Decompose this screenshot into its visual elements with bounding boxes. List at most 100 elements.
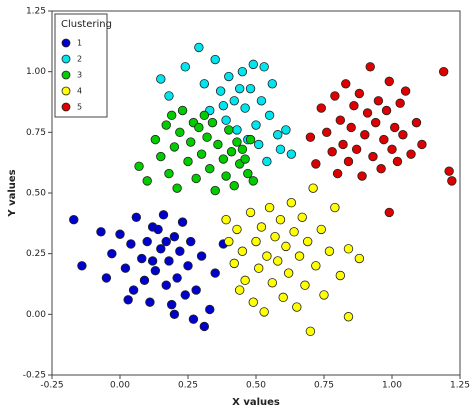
point [156, 74, 166, 84]
point [392, 156, 403, 167]
point [202, 132, 212, 142]
point [107, 248, 117, 259]
x-tick-label: 0.25 [178, 381, 198, 391]
point [381, 105, 392, 116]
point [341, 79, 351, 89]
point [373, 96, 384, 106]
point [275, 214, 286, 225]
point [338, 139, 348, 150]
point [199, 110, 210, 121]
point [308, 183, 318, 193]
point [69, 214, 79, 225]
point [444, 166, 454, 176]
point [186, 137, 196, 147]
point [332, 168, 343, 179]
point [158, 210, 169, 220]
point [229, 258, 239, 269]
legend-label: 1 [77, 39, 82, 48]
point [254, 139, 264, 150]
x-axis-label: X values [232, 397, 280, 408]
point [343, 312, 354, 322]
point [199, 79, 210, 89]
x-tick-label: 1.00 [382, 381, 402, 391]
point [351, 144, 362, 155]
point [384, 207, 394, 218]
point [365, 62, 375, 72]
point [169, 142, 180, 152]
point [221, 171, 231, 181]
point [243, 168, 253, 179]
point [237, 66, 248, 77]
y-tick-label: 0.50 [26, 189, 46, 199]
legend-marker [61, 102, 71, 112]
y-tick-label: -0.25 [23, 371, 46, 381]
point [224, 71, 234, 82]
point [343, 156, 354, 167]
point [273, 256, 283, 266]
point [330, 91, 340, 101]
point [237, 246, 248, 256]
point [142, 236, 152, 247]
point [191, 173, 201, 184]
legend-marker [61, 38, 71, 48]
point [281, 125, 291, 135]
point [286, 198, 297, 208]
legend-marker [61, 86, 71, 96]
point [354, 88, 365, 99]
point [273, 130, 283, 140]
point [300, 280, 310, 290]
point [199, 321, 210, 332]
point [245, 207, 256, 218]
point [447, 176, 457, 186]
legend-label: 3 [77, 71, 82, 80]
point [349, 100, 359, 111]
point [194, 122, 204, 133]
x-tick-label: 0.00 [110, 381, 130, 391]
point [218, 100, 229, 111]
point [411, 117, 422, 128]
point [248, 59, 258, 70]
point [191, 285, 201, 295]
point [221, 214, 231, 225]
point [177, 105, 188, 116]
point [330, 202, 340, 213]
legend-box [54, 13, 108, 118]
point [161, 120, 171, 130]
point [305, 132, 316, 142]
point [322, 127, 332, 138]
point [270, 231, 280, 242]
legend-label: 2 [77, 55, 82, 64]
point [234, 83, 245, 94]
point [123, 295, 133, 305]
legend-marker [61, 70, 71, 80]
point [180, 62, 190, 72]
point [245, 134, 256, 145]
x-tick-label: 1.25 [450, 381, 470, 391]
legend-label: 5 [77, 103, 82, 112]
point [156, 244, 166, 254]
point [137, 253, 147, 264]
point [324, 246, 335, 256]
point [240, 154, 250, 164]
point [400, 86, 411, 96]
point [398, 130, 408, 140]
point [229, 96, 239, 106]
point [131, 212, 142, 222]
point [120, 263, 131, 273]
point [186, 236, 196, 247]
point [237, 144, 248, 155]
point [256, 96, 267, 106]
point [210, 185, 220, 196]
point [316, 224, 326, 235]
y-tick-label: 0.25 [26, 249, 46, 259]
y-tick-label: 1.00 [26, 67, 46, 77]
point [283, 268, 294, 278]
point [368, 151, 378, 162]
point [286, 149, 297, 159]
point [262, 251, 272, 261]
point [210, 268, 220, 278]
point [354, 253, 365, 264]
point [161, 236, 171, 247]
legend-marker [61, 54, 71, 64]
point [245, 83, 256, 94]
